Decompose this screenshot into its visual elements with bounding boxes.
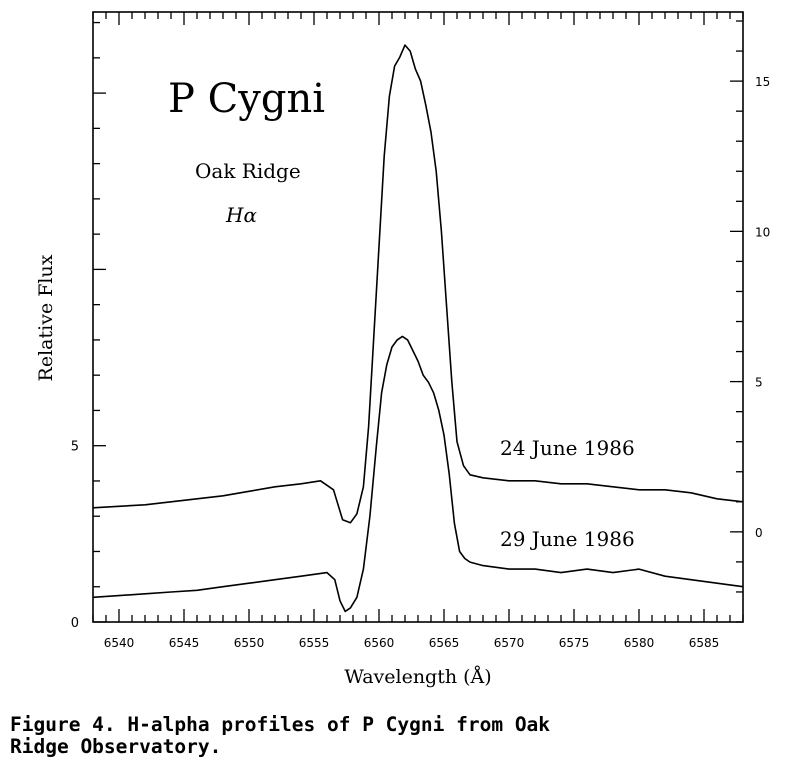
- x-tick-label: 6565: [429, 636, 460, 650]
- annotation-observatory: Oak Ridge: [195, 159, 301, 183]
- figure-caption: Figure 4. H-alpha profiles of P Cygni fr…: [10, 713, 551, 758]
- annotation-line: Hα: [225, 203, 257, 227]
- chart-title: P Cygni: [168, 76, 325, 122]
- series-label-29-june: 29 June 1986: [500, 527, 635, 551]
- series-line-1: [92, 44, 744, 524]
- x-tick-label: 6540: [104, 636, 135, 650]
- x-tick-label: 6550: [234, 636, 265, 650]
- x-tick-label: 6560: [364, 636, 395, 650]
- x-tick-label: 6580: [624, 636, 655, 650]
- x-tick-label: 6545: [169, 636, 200, 650]
- x-tick-label: 6575: [559, 636, 590, 650]
- x-tick-label: 6585: [689, 636, 720, 650]
- right-tick-label: 5: [755, 376, 763, 390]
- right-tick-label: 0: [755, 526, 763, 540]
- y-axis-label: Relative Flux: [35, 254, 57, 381]
- series-label-24-june: 24 June 1986: [500, 436, 635, 460]
- right-tick-label: 10: [755, 225, 770, 239]
- series-line-2: [92, 335, 744, 613]
- left-tick-label: 5: [71, 440, 79, 455]
- x-axis-label: Wavelength (Å): [344, 666, 491, 688]
- left-tick-label: 0: [71, 616, 79, 631]
- x-tick-label: 6570: [494, 636, 525, 650]
- right-tick-label: 15: [755, 75, 770, 89]
- spectrum-chart: 6540 6545 6550 6555 6560 6565 6570 6575 6580 6585…: [35, 11, 770, 688]
- x-tick-label: 6555: [299, 636, 330, 650]
